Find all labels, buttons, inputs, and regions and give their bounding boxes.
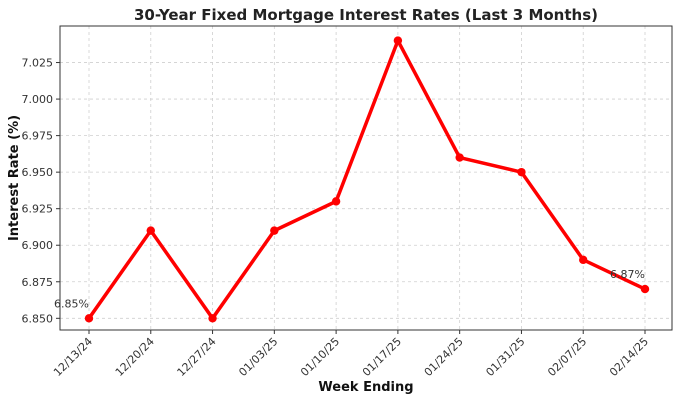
- data-point: [270, 226, 279, 235]
- x-tick-label: 01/03/25: [236, 335, 280, 379]
- data-label: 6.85%: [54, 297, 89, 310]
- chart-title: 30-Year Fixed Mortgage Interest Rates (L…: [134, 6, 598, 24]
- data-point: [331, 197, 341, 206]
- y-tick-label: 7.000: [22, 93, 54, 106]
- data-point: [146, 226, 155, 235]
- x-tick-label: 02/14/25: [607, 335, 651, 379]
- y-tick-label: 7.025: [22, 57, 54, 70]
- x-axis-ticks: 12/13/24 12/20/24 12/27/24 01/03/25 01/10/25…: [51, 330, 651, 379]
- data-point: [393, 36, 403, 45]
- data-point: [579, 255, 588, 265]
- plot-frame: [59, 25, 673, 331]
- y-tick-label: 6.850: [22, 312, 54, 325]
- y-tick-label: 6.975: [22, 130, 54, 143]
- data-point: [640, 284, 650, 294]
- data-point: [517, 167, 526, 177]
- data-point: [84, 314, 94, 323]
- x-tick-label: 01/10/25: [298, 335, 342, 379]
- x-tick-label: 01/31/25: [483, 335, 527, 379]
- y-tick-label: 6.925: [22, 203, 54, 216]
- series-layer: [84, 36, 650, 323]
- x-tick-label: 12/13/24: [51, 335, 95, 379]
- x-tick-label: 01/24/25: [422, 335, 466, 379]
- x-tick-label: 02/07/25: [545, 335, 589, 379]
- data-point: [455, 153, 464, 162]
- y-axis-label: Interest Rate (%): [7, 115, 22, 241]
- series-line: [87, 38, 647, 321]
- data-point: [208, 314, 217, 323]
- x-tick-label: 12/27/24: [175, 335, 219, 379]
- data-label: 6.87%: [610, 268, 645, 281]
- grid-layer: [60, 26, 672, 330]
- y-axis-ticks: 6.850 6.875 6.900 6.925 6.950 6.975 7.000 7.025: [22, 57, 60, 325]
- x-tick-label: 12/20/24: [113, 335, 157, 379]
- y-tick-label: 6.875: [22, 276, 54, 289]
- x-tick-label: 01/17/25: [360, 335, 404, 379]
- x-axis-label: Week Ending: [318, 380, 413, 395]
- annotation-layer: 6.85% 6.87%: [54, 268, 645, 310]
- y-tick-label: 6.900: [22, 239, 54, 252]
- y-tick-label: 6.950: [22, 166, 54, 179]
